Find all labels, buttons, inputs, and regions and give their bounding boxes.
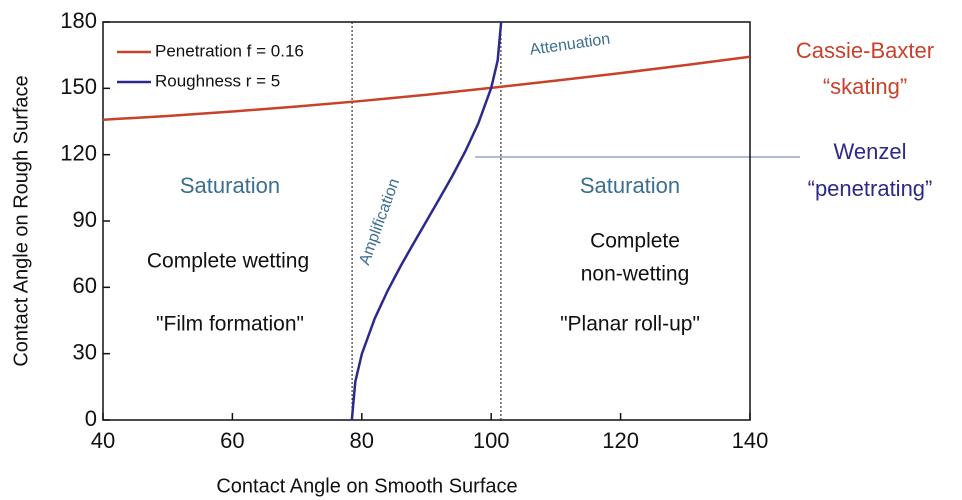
annotation: Cassie-Baxter [796,38,934,63]
annotation: non-wetting [581,263,690,286]
x-tick-label: 120 [602,428,639,453]
annotation: "Planar roll-up" [560,313,700,336]
y-tick-label: 0 [85,406,97,431]
annotation: “penetrating” [808,176,933,201]
legend-label: Penetration f = 0.16 [155,41,304,60]
y-tick-label: 120 [60,140,97,165]
annotation: Saturation [580,173,680,198]
annotation: Complete [590,230,680,253]
annotation: Attenuation [529,31,612,59]
annotation: Saturation [180,173,280,198]
x-tick-label: 100 [473,428,510,453]
y-tick-label: 30 [73,339,97,364]
annotation: Wenzel [834,139,907,164]
annotation: “skating” [823,74,907,99]
y-tick-label: 90 [73,207,97,232]
y-tick-label: 150 [60,74,97,99]
x-axis-label: Contact Angle on Smooth Surface [216,475,517,497]
series-line [350,21,503,421]
x-tick-label: 80 [350,428,374,453]
legend-label: Roughness r = 5 [155,71,280,90]
x-tick-label: 40 [91,428,115,453]
y-tick-label: 180 [60,8,97,33]
x-tick-label: 60 [220,428,244,453]
y-tick-label: 60 [73,273,97,298]
annotation: Amplification [356,176,403,267]
y-axis-label: Contact Angle on Rough Surface [10,75,32,366]
x-tick-label: 140 [732,428,769,453]
annotation: Complete wetting [147,250,309,273]
series-line [102,55,751,121]
annotation: "Film formation" [156,313,304,336]
